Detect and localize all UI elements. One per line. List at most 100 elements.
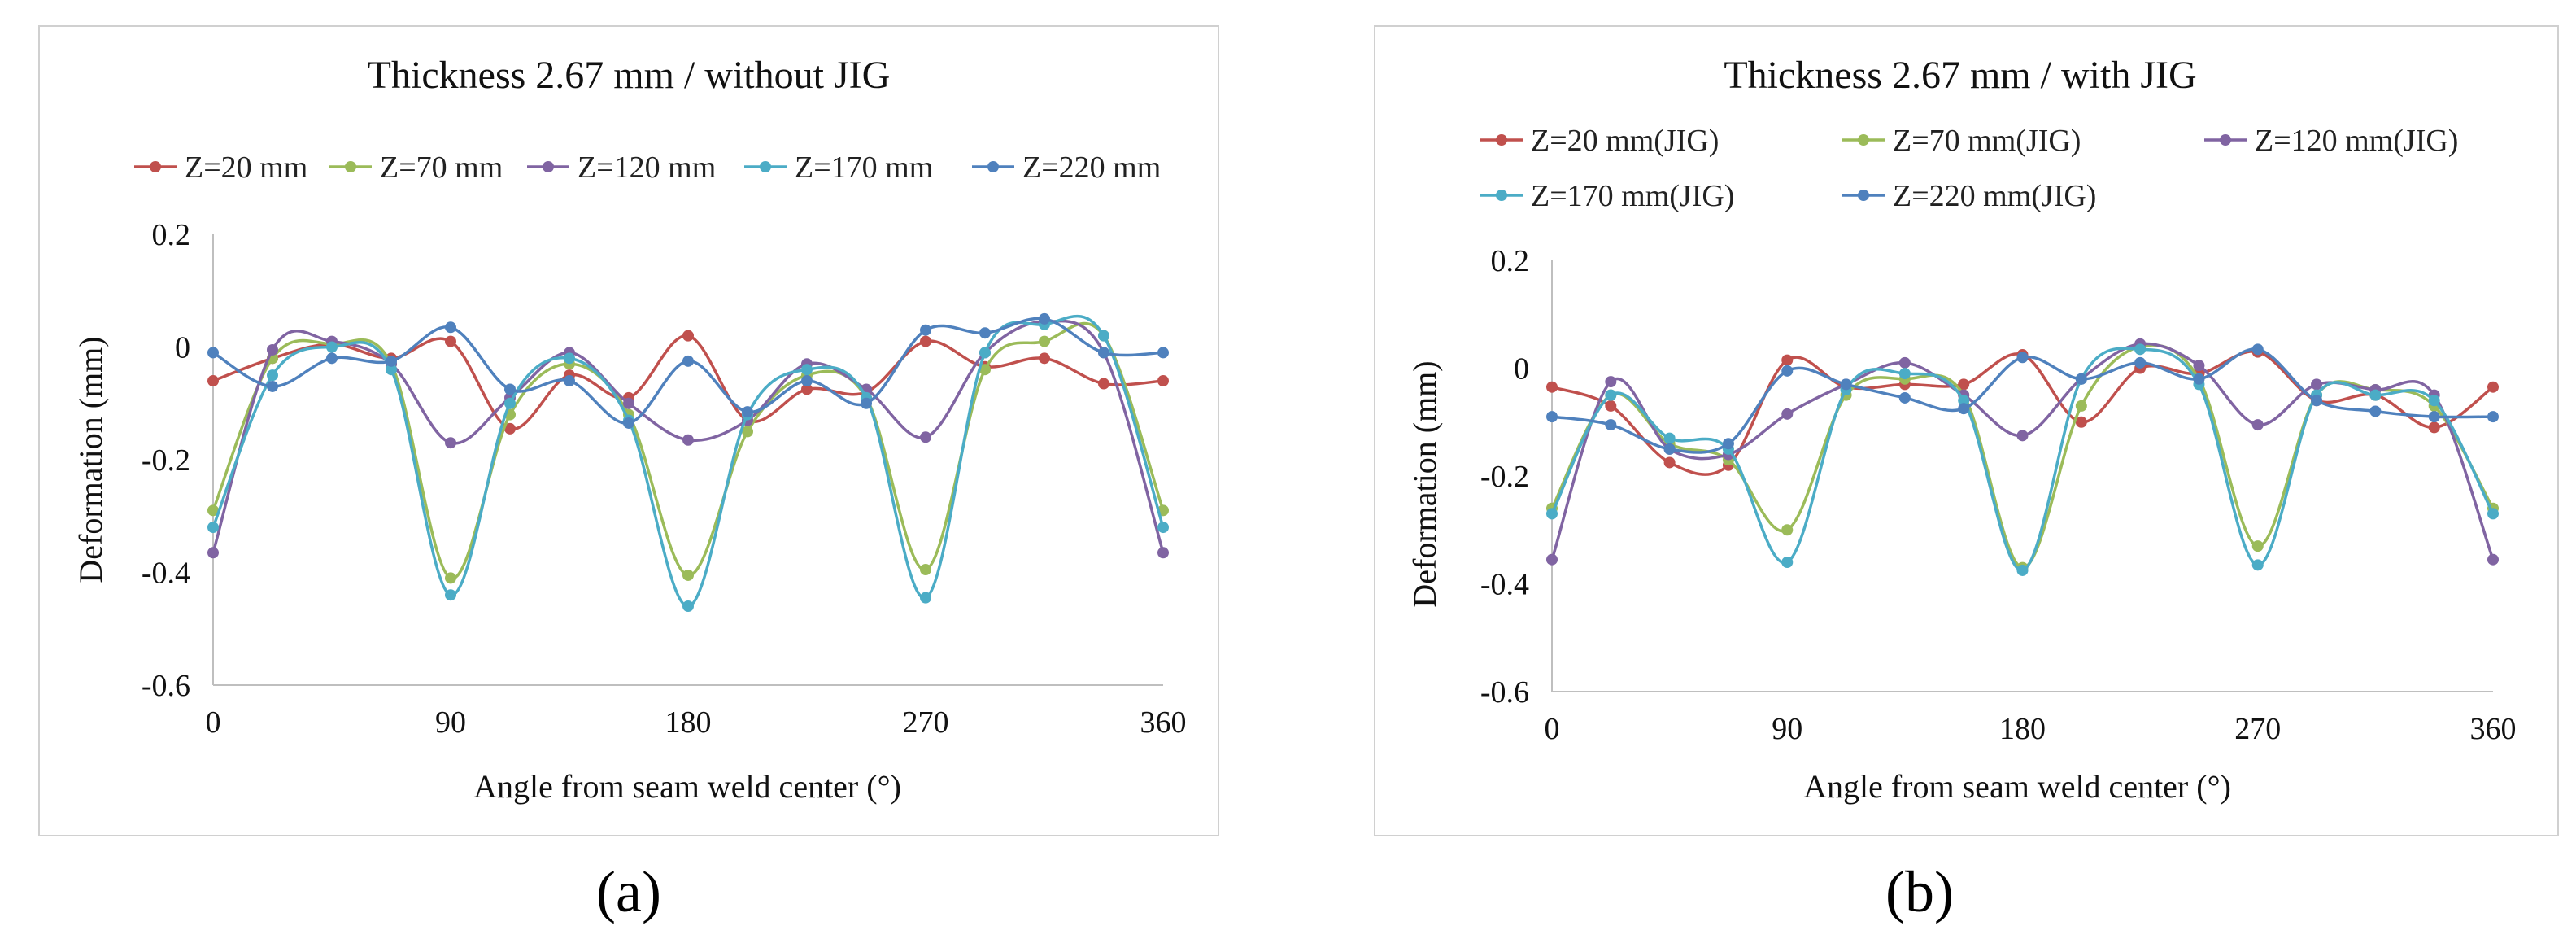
x-tick-label: 360 bbox=[2470, 712, 2517, 746]
legend-item: Z=170 mm(JIG) bbox=[1480, 179, 1734, 213]
data-point bbox=[1605, 376, 1617, 388]
legend-swatch-marker bbox=[760, 161, 771, 172]
data-point bbox=[2016, 352, 2029, 364]
legend-label: Z=220 mm(JIG) bbox=[1893, 179, 2096, 213]
data-point bbox=[2251, 419, 2264, 431]
x-tick-label: 360 bbox=[1140, 705, 1187, 740]
data-point bbox=[1098, 378, 1109, 390]
data-point bbox=[1546, 381, 1558, 393]
panel-a-ylabel: Deformation (mm) bbox=[72, 336, 109, 583]
data-point bbox=[326, 352, 338, 365]
x-tick-label: 180 bbox=[665, 705, 712, 740]
data-point bbox=[1546, 508, 1558, 520]
data-point bbox=[504, 397, 516, 409]
data-point bbox=[1157, 522, 1169, 534]
legend-item: Z=220 mm bbox=[972, 151, 1161, 185]
panel-a-label: (a) bbox=[596, 859, 661, 924]
panel-b-plot-area: 0.2 0 -0.2 -0.4 -0.6 0 90 180 270 360 bbox=[1480, 244, 2517, 746]
legend-item: Z=170 mm bbox=[744, 151, 933, 185]
data-point bbox=[2311, 378, 2323, 391]
data-point bbox=[2487, 553, 2499, 566]
data-point bbox=[623, 417, 634, 429]
data-point bbox=[1840, 378, 1852, 391]
legend-item: Z=120 mm bbox=[527, 151, 716, 185]
data-point bbox=[682, 569, 694, 581]
data-point bbox=[2369, 389, 2382, 401]
y-tick-label: 0.2 bbox=[152, 218, 191, 252]
data-point bbox=[386, 364, 397, 376]
data-point bbox=[2311, 395, 2323, 407]
x-tick-label: 270 bbox=[903, 705, 949, 740]
legend-label: Z=20 mm(JIG) bbox=[1531, 124, 1719, 158]
legend-swatch-marker bbox=[987, 161, 999, 172]
panel-a-plot-area: 0.2 0 -0.2 -0.4 -0.6 0 90 180 270 360 bbox=[142, 218, 1187, 740]
data-point bbox=[1157, 547, 1169, 559]
legend-item: Z=120 mm(JIG) bbox=[2204, 124, 2458, 158]
legend-swatch-marker bbox=[1858, 134, 1869, 146]
data-point bbox=[2369, 405, 2382, 417]
data-point bbox=[920, 335, 931, 347]
data-point bbox=[1546, 553, 1558, 566]
data-point bbox=[445, 335, 456, 347]
x-tick-label: 90 bbox=[1772, 712, 1802, 746]
legend-swatch-marker bbox=[1496, 134, 1507, 146]
x-tick-label: 90 bbox=[435, 705, 466, 740]
y-tick-label: -0.2 bbox=[142, 443, 190, 478]
data-point bbox=[1663, 432, 1676, 444]
data-point bbox=[861, 397, 872, 409]
legend-label: Z=170 mm bbox=[795, 151, 933, 185]
data-point bbox=[920, 564, 931, 576]
panel-a-title: Thickness 2.67 mm / without JIG bbox=[368, 54, 891, 97]
data-point bbox=[1098, 347, 1109, 359]
data-point bbox=[1958, 395, 1970, 407]
data-point bbox=[1157, 347, 1169, 359]
data-point bbox=[504, 383, 516, 395]
legend-item: Z=20 mm(JIG) bbox=[1480, 124, 1719, 158]
data-point bbox=[2075, 416, 2087, 428]
x-tick-label: 0 bbox=[1545, 712, 1560, 746]
y-tick-label: -0.6 bbox=[1480, 675, 1529, 710]
x-tick-label: 270 bbox=[2234, 712, 2281, 746]
legend-item: Z=20 mm bbox=[134, 151, 307, 185]
data-point bbox=[2487, 381, 2499, 393]
panel-a-xlabel: Angle from seam weld center (°) bbox=[473, 768, 901, 805]
data-point bbox=[1605, 389, 1617, 401]
legend-label: Z=120 mm bbox=[578, 151, 716, 185]
data-point bbox=[979, 347, 991, 359]
data-point bbox=[742, 406, 753, 418]
data-point bbox=[1958, 378, 1970, 391]
data-point bbox=[2428, 421, 2440, 434]
series-5 bbox=[207, 312, 1169, 429]
data-point bbox=[1605, 400, 1617, 412]
data-point bbox=[979, 327, 991, 339]
panel-a: Thickness 2.67 mm / without JIG Z=20 mm Z… bbox=[38, 25, 1219, 924]
data-point bbox=[1781, 408, 1794, 420]
data-point bbox=[1098, 330, 1109, 342]
data-point bbox=[1039, 335, 1050, 347]
data-point bbox=[623, 397, 634, 409]
data-point bbox=[801, 364, 813, 376]
data-point bbox=[207, 375, 219, 387]
data-point bbox=[504, 422, 516, 435]
data-point bbox=[564, 375, 575, 387]
legend-swatch-marker bbox=[345, 161, 356, 172]
data-point bbox=[1781, 354, 1794, 366]
legend-label: Z=120 mm(JIG) bbox=[2255, 124, 2458, 158]
data-point bbox=[1039, 312, 1050, 325]
series-5 bbox=[1546, 343, 2499, 455]
data-point bbox=[207, 547, 219, 559]
legend-item: Z=70 mm(JIG) bbox=[1842, 124, 2081, 158]
data-point bbox=[1157, 375, 1169, 387]
data-point bbox=[207, 522, 219, 534]
panel-b-title: Thickness 2.67 mm / with JIG bbox=[1724, 54, 2196, 97]
panel-b-frame bbox=[1374, 25, 2559, 836]
data-point bbox=[2428, 395, 2440, 407]
data-point bbox=[979, 364, 991, 376]
data-point bbox=[2075, 400, 2087, 412]
data-point bbox=[267, 369, 278, 382]
data-point bbox=[1781, 365, 1794, 377]
data-point bbox=[445, 572, 456, 584]
data-point bbox=[445, 321, 456, 334]
legend-swatch-marker bbox=[1496, 190, 1507, 201]
